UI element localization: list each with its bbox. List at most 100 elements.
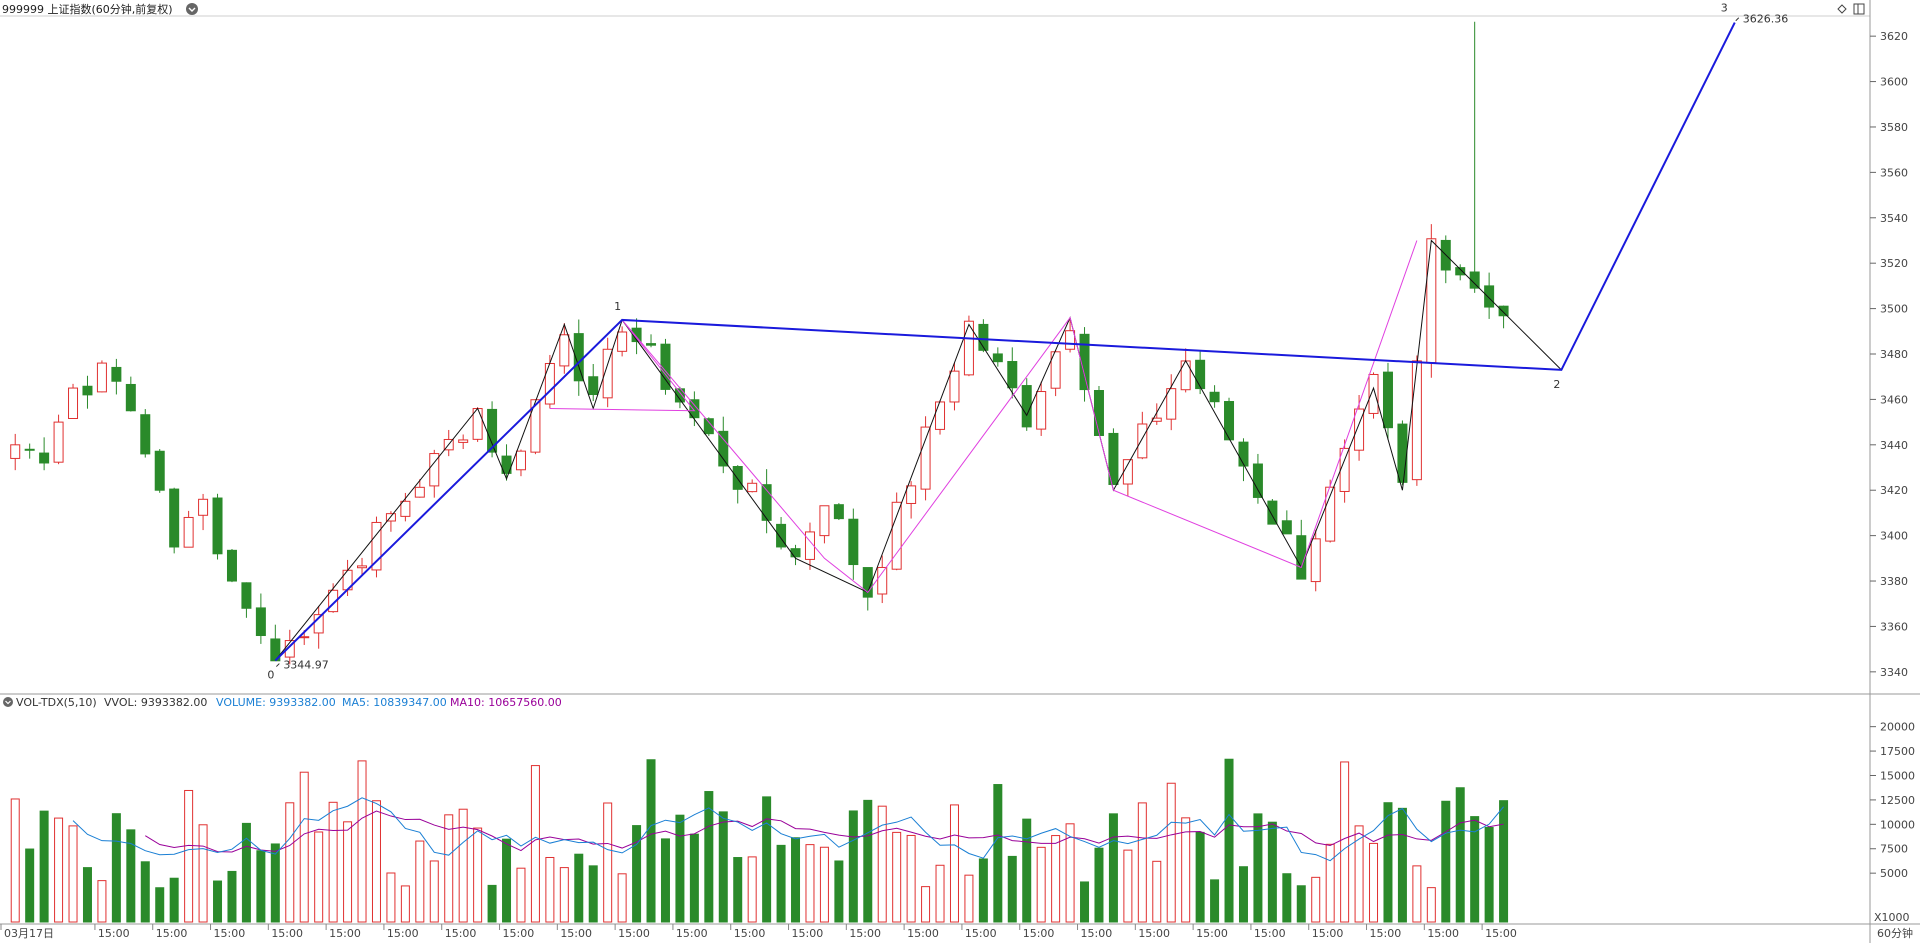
candle [125, 376, 136, 412]
volume-bar [530, 765, 540, 923]
volume-bar [516, 867, 526, 923]
candle [935, 400, 946, 435]
candle-body [617, 331, 628, 352]
candle-body [429, 453, 440, 487]
candle [949, 362, 960, 411]
time-axis-label: 15:00 [560, 927, 592, 940]
candle [891, 492, 902, 571]
volume-bar [54, 817, 64, 923]
candle-body [1137, 423, 1148, 459]
volume-bar [848, 810, 858, 923]
candle-body [776, 523, 787, 548]
volume-bar [1181, 817, 1191, 923]
price-axis-label: 3500 [1880, 303, 1908, 316]
candle-body [458, 439, 469, 443]
volume-bar [1152, 860, 1162, 923]
volume-axis: 20000 17500 15000 12500 10000 7500 5000 [1870, 721, 1915, 880]
period-label[interactable]: 60分钟 [1877, 926, 1913, 940]
candle-body [1498, 305, 1509, 317]
candle-body [963, 320, 974, 376]
volume-bar [574, 853, 584, 923]
candle-body [299, 636, 310, 639]
volume-axis-label: 7500 [1880, 843, 1908, 856]
time-axis-label: 15:00 [734, 927, 766, 940]
candle-body [1209, 391, 1220, 403]
volume-header: VOL-TDX(5,10) VVOL: 9393382.00 VOLUME: 9… [3, 696, 562, 709]
volume-bar [1426, 887, 1436, 923]
price-annotation: 3344.97 [283, 659, 329, 672]
volume-bar [1441, 800, 1451, 923]
candle [183, 510, 194, 548]
volume-bar [1311, 876, 1321, 923]
volume-bar [949, 804, 959, 923]
settings-icon[interactable] [186, 3, 198, 15]
candle [414, 479, 425, 498]
volume-bar [1022, 818, 1032, 923]
price-axis-label: 3560 [1880, 166, 1908, 179]
volume-bar [993, 784, 1003, 923]
price-axis-label: 3400 [1880, 530, 1908, 543]
diamond-icon[interactable] [1837, 4, 1847, 14]
candle-body [357, 565, 368, 569]
candle-body [530, 399, 541, 453]
candle-body [920, 426, 931, 490]
candle-body [385, 513, 396, 522]
candle-body [1238, 441, 1249, 467]
candle [1498, 305, 1509, 329]
volume-bar [1455, 787, 1465, 923]
volume-bar [834, 860, 844, 923]
time-axis-label: 15:00 [1485, 927, 1517, 940]
volume-bar [776, 844, 786, 923]
chart-header: 999999 上证指数(60分钟,前复权) [2, 2, 1865, 16]
time-axis-label: 03月17日 [4, 927, 54, 940]
volume-bar [1296, 885, 1306, 923]
window-icon[interactable] [1853, 3, 1865, 15]
volume-ma-lines [72, 797, 1504, 862]
time-axis-label: 15:00 [676, 927, 708, 940]
price-axis-label: 3440 [1880, 439, 1908, 452]
price-axis-label: 3520 [1880, 257, 1908, 270]
candle-body [270, 638, 281, 662]
candle [1469, 21, 1480, 293]
candle [776, 517, 787, 550]
candle-body [198, 498, 209, 516]
candle-body [1195, 359, 1206, 390]
volume-bar [1238, 866, 1248, 923]
candle [819, 505, 830, 544]
volume-bar [415, 840, 425, 923]
candle-body [1007, 361, 1018, 389]
volume-bar [964, 874, 974, 923]
candle [1296, 519, 1307, 580]
candle-body [935, 401, 946, 430]
time-axis-label: 15:00 [1312, 927, 1344, 940]
candle-body [1397, 423, 1408, 483]
candle-body [833, 504, 844, 520]
volume-ma10: MA10: 10657560.00 [450, 696, 562, 709]
candle-body [313, 614, 324, 634]
candle-body [1354, 408, 1365, 451]
candle [111, 358, 122, 395]
candle [848, 508, 859, 580]
intermediate-wave-line [549, 240, 1418, 594]
candle-body [1093, 390, 1104, 436]
candle [39, 437, 50, 471]
price-axis-label: 3580 [1880, 121, 1908, 134]
candle [1281, 510, 1292, 535]
candle [1325, 479, 1336, 543]
candle-body [1108, 432, 1119, 485]
volume-axis-label: 20000 [1880, 721, 1915, 734]
volume-settings-icon[interactable] [3, 697, 13, 707]
volume-vvol: VVOL: 9393382.00 [104, 696, 207, 709]
candle [82, 375, 93, 409]
time-axis-label: 15:00 [214, 927, 246, 940]
volume-bar [935, 864, 945, 923]
candle [255, 593, 266, 644]
chart-title: 999999 上证指数(60分钟,前复权) [2, 2, 173, 16]
volume-bar [169, 877, 179, 923]
candle [1426, 224, 1437, 378]
volume-unit: X1000 [1874, 911, 1910, 924]
annotation-arrow [275, 663, 280, 667]
volume-bar [545, 856, 555, 923]
candle [1397, 420, 1408, 486]
volume-bar [502, 838, 512, 923]
